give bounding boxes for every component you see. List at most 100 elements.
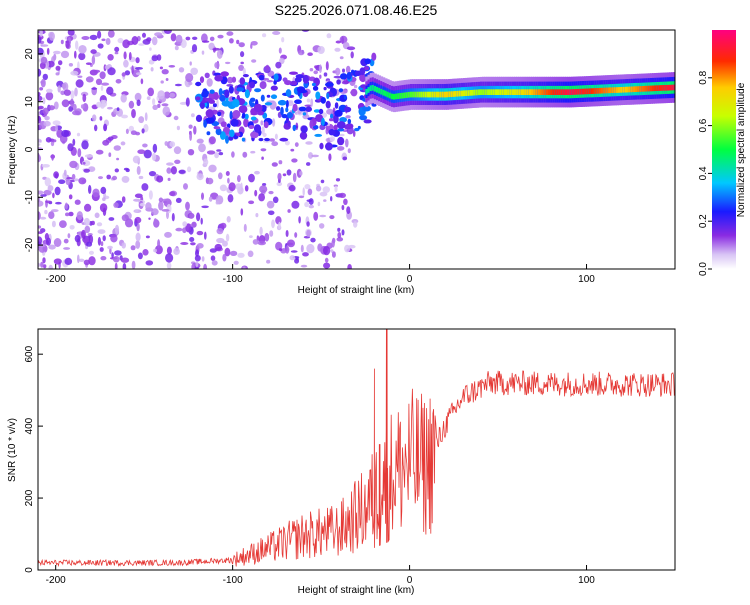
spectrogram-cell	[67, 30, 75, 36]
spectrogram-cell	[149, 47, 152, 51]
spectrogram-cell	[67, 143, 74, 152]
spectrogram-cell	[337, 146, 345, 151]
spectrogram-cell	[215, 128, 222, 136]
spectrogram-cell	[174, 159, 181, 164]
spectrogram-cell	[124, 70, 131, 76]
spectrogram-cell	[106, 86, 114, 96]
spectrogram-cell	[212, 103, 217, 108]
spectrogram-cell	[249, 97, 256, 103]
spectrogram-cell	[363, 66, 370, 71]
spectrogram-cell	[607, 87, 611, 94]
spectrogram-cell	[114, 224, 120, 235]
spectrogram-cell	[323, 262, 331, 269]
spectrogram-cell	[259, 185, 268, 193]
spectrogram-cell	[69, 225, 75, 230]
spectrogram-cell	[290, 250, 298, 253]
spectrogram-cell	[114, 46, 120, 53]
spectrogram-cell	[588, 88, 592, 95]
spectrogram-cell	[596, 88, 600, 94]
spectrogram-cell	[131, 260, 136, 269]
spectrogram-cell	[89, 250, 94, 255]
spectrogram-cell	[99, 203, 108, 213]
spectrogram-cell	[69, 179, 75, 183]
spectrogram-cell	[75, 40, 79, 50]
spectrogram-cell	[41, 164, 50, 168]
spectrogram-cell	[475, 89, 479, 96]
spectrogram-cell	[74, 50, 77, 59]
spectrogram-cell	[227, 194, 234, 203]
spectrogram-cell	[43, 189, 52, 196]
spectrogram-cell	[334, 47, 341, 52]
spectrogram-cell	[433, 91, 437, 98]
snr-y-label: SNR (10 * v/v)	[7, 418, 18, 482]
spectrogram-cell	[291, 158, 298, 163]
spectrogram-cell	[339, 56, 344, 60]
spectrogram-cell	[66, 177, 73, 180]
spectrogram-cell	[219, 131, 226, 140]
spectrogram-cell	[38, 47, 44, 56]
spectrogram-cell	[189, 132, 193, 141]
spectrogram-cell	[114, 51, 119, 55]
spectrogram-cell	[185, 73, 194, 83]
spectrogram-cell	[333, 124, 338, 131]
spectrogram-cell	[218, 88, 223, 96]
spectrogram-cell	[310, 98, 314, 107]
spectrogram-cell	[147, 87, 154, 97]
snr-y-tick-label: 0	[24, 567, 35, 573]
spectrogram-cell	[323, 86, 327, 91]
spectrogram-cell	[584, 88, 588, 95]
spectrogram-cell	[545, 89, 549, 95]
spectrogram-cell	[63, 247, 71, 250]
spectrogram-cell	[85, 62, 92, 65]
spectrogram-cell	[148, 59, 155, 65]
spectrogram-cell	[158, 197, 164, 203]
spectrogram-cell	[250, 131, 259, 139]
spectrogram-cell	[251, 59, 257, 63]
spectrogram-cell	[306, 229, 311, 237]
spectrogram-cell	[492, 89, 496, 95]
spectrogram-cell	[209, 36, 215, 42]
spectrogram-cell	[122, 39, 130, 49]
spectrogram-cell	[592, 88, 596, 94]
spectrogram-y-tick-label: 10	[24, 96, 35, 108]
spectrogram-cell	[412, 91, 416, 98]
spectrogram-cell	[265, 64, 270, 71]
spectrogram-cell	[509, 89, 513, 95]
spectrogram-cell	[237, 175, 241, 183]
spectrogram-cell	[304, 184, 311, 190]
spectrogram-cell	[141, 183, 149, 191]
spectrogram-cell	[111, 252, 114, 259]
spectrogram-cell	[280, 106, 284, 116]
spectrogram-cell	[135, 57, 140, 64]
spectrogram-cell	[484, 89, 488, 95]
snr-frame	[37, 328, 676, 571]
spectrogram-cell	[285, 245, 290, 254]
spectrogram-cell	[290, 148, 295, 152]
spectrogram-cell	[63, 89, 71, 96]
spectrogram-cell	[276, 106, 281, 111]
spectrogram-cell	[287, 239, 295, 248]
spectrogram-cells	[38, 30, 675, 269]
spectrogram-cell	[231, 151, 235, 158]
spectrogram-cell	[258, 193, 265, 202]
spectrogram-cell	[38, 95, 43, 102]
spectrogram-cell	[70, 90, 75, 99]
spectrogram-cell	[666, 84, 670, 91]
spectrogram-cell	[238, 64, 245, 71]
spectrogram-cell	[115, 79, 122, 84]
spectrogram-cell	[131, 36, 139, 45]
spectrogram-cell	[43, 120, 51, 127]
spectrogram-cell	[137, 149, 146, 154]
spectrogram-cell	[281, 114, 288, 119]
spectrogram-cell	[107, 245, 113, 250]
spectrogram-cell	[641, 86, 645, 92]
spectrogram-cell	[626, 86, 630, 93]
spectrogram-cell	[325, 61, 329, 71]
spectrogram-cell	[74, 87, 78, 97]
spectrogram-cell	[60, 90, 65, 96]
spectrogram-cell	[230, 118, 239, 127]
spectrogram-cell	[292, 124, 297, 132]
spectrogram-cell	[146, 37, 152, 42]
spectrogram-cell	[287, 120, 291, 128]
spectrogram-cell	[188, 81, 193, 86]
